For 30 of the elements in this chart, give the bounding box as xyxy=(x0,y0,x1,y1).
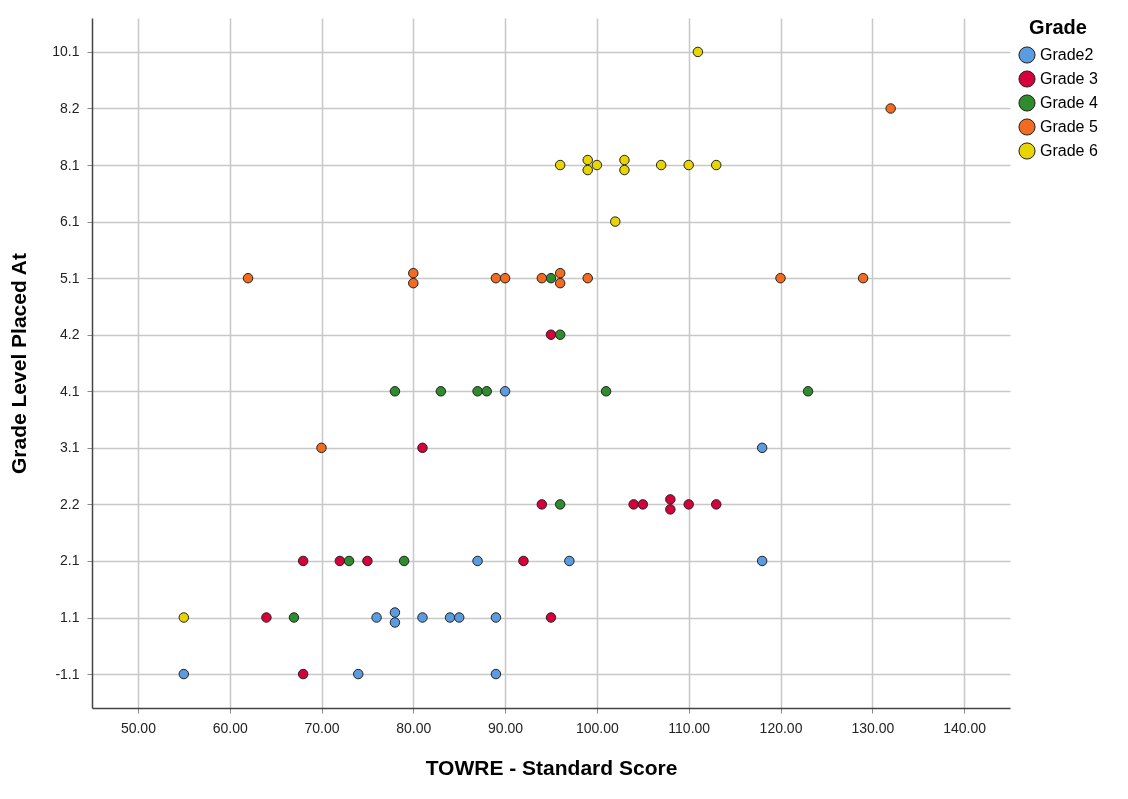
x-tick-label: 90.00 xyxy=(488,719,524,736)
y-tick-label: 10.1 xyxy=(52,43,80,60)
y-tick-label: 8.1 xyxy=(60,156,80,173)
y-axis-title: Grade Level Placed At xyxy=(7,253,31,474)
x-tick-label: 100.00 xyxy=(575,719,620,736)
x-tick-label: 80.00 xyxy=(396,719,432,736)
legend-label: Grade 3 xyxy=(1040,70,1098,87)
y-tick-label: -1.1 xyxy=(55,665,80,682)
y-tick-label: 1.1 xyxy=(60,609,80,626)
y-tick-label: 3.1 xyxy=(60,439,80,456)
y-tick-label: 8.2 xyxy=(60,99,80,116)
legend-label: Grade 6 xyxy=(1040,142,1098,159)
x-axis-title: TOWRE - Standard Score xyxy=(425,755,678,779)
x-tick-label: 60.00 xyxy=(212,719,248,736)
y-tick-label: 2.1 xyxy=(60,552,80,569)
x-tick-label: 130.00 xyxy=(851,719,895,736)
legend-label: Grade 4 xyxy=(1040,94,1098,111)
y-tick-label: 5.1 xyxy=(60,269,80,286)
y-tick-label: 4.1 xyxy=(60,382,80,399)
legend-label: Grade2 xyxy=(1040,46,1094,63)
x-tick-label: 140.00 xyxy=(943,719,987,736)
legend-title: Grade xyxy=(1029,16,1087,38)
legend-label: Grade 5 xyxy=(1040,118,1098,135)
y-tick-label: 6.1 xyxy=(60,213,80,230)
x-tick-label: 120.00 xyxy=(759,719,803,736)
x-tick-label: 50.00 xyxy=(120,719,157,736)
x-tick-label: 70.00 xyxy=(304,719,340,736)
y-tick-label: 2.2 xyxy=(60,495,80,512)
x-tick-label: 110.00 xyxy=(668,719,711,736)
y-tick-label: 4.2 xyxy=(60,326,80,343)
